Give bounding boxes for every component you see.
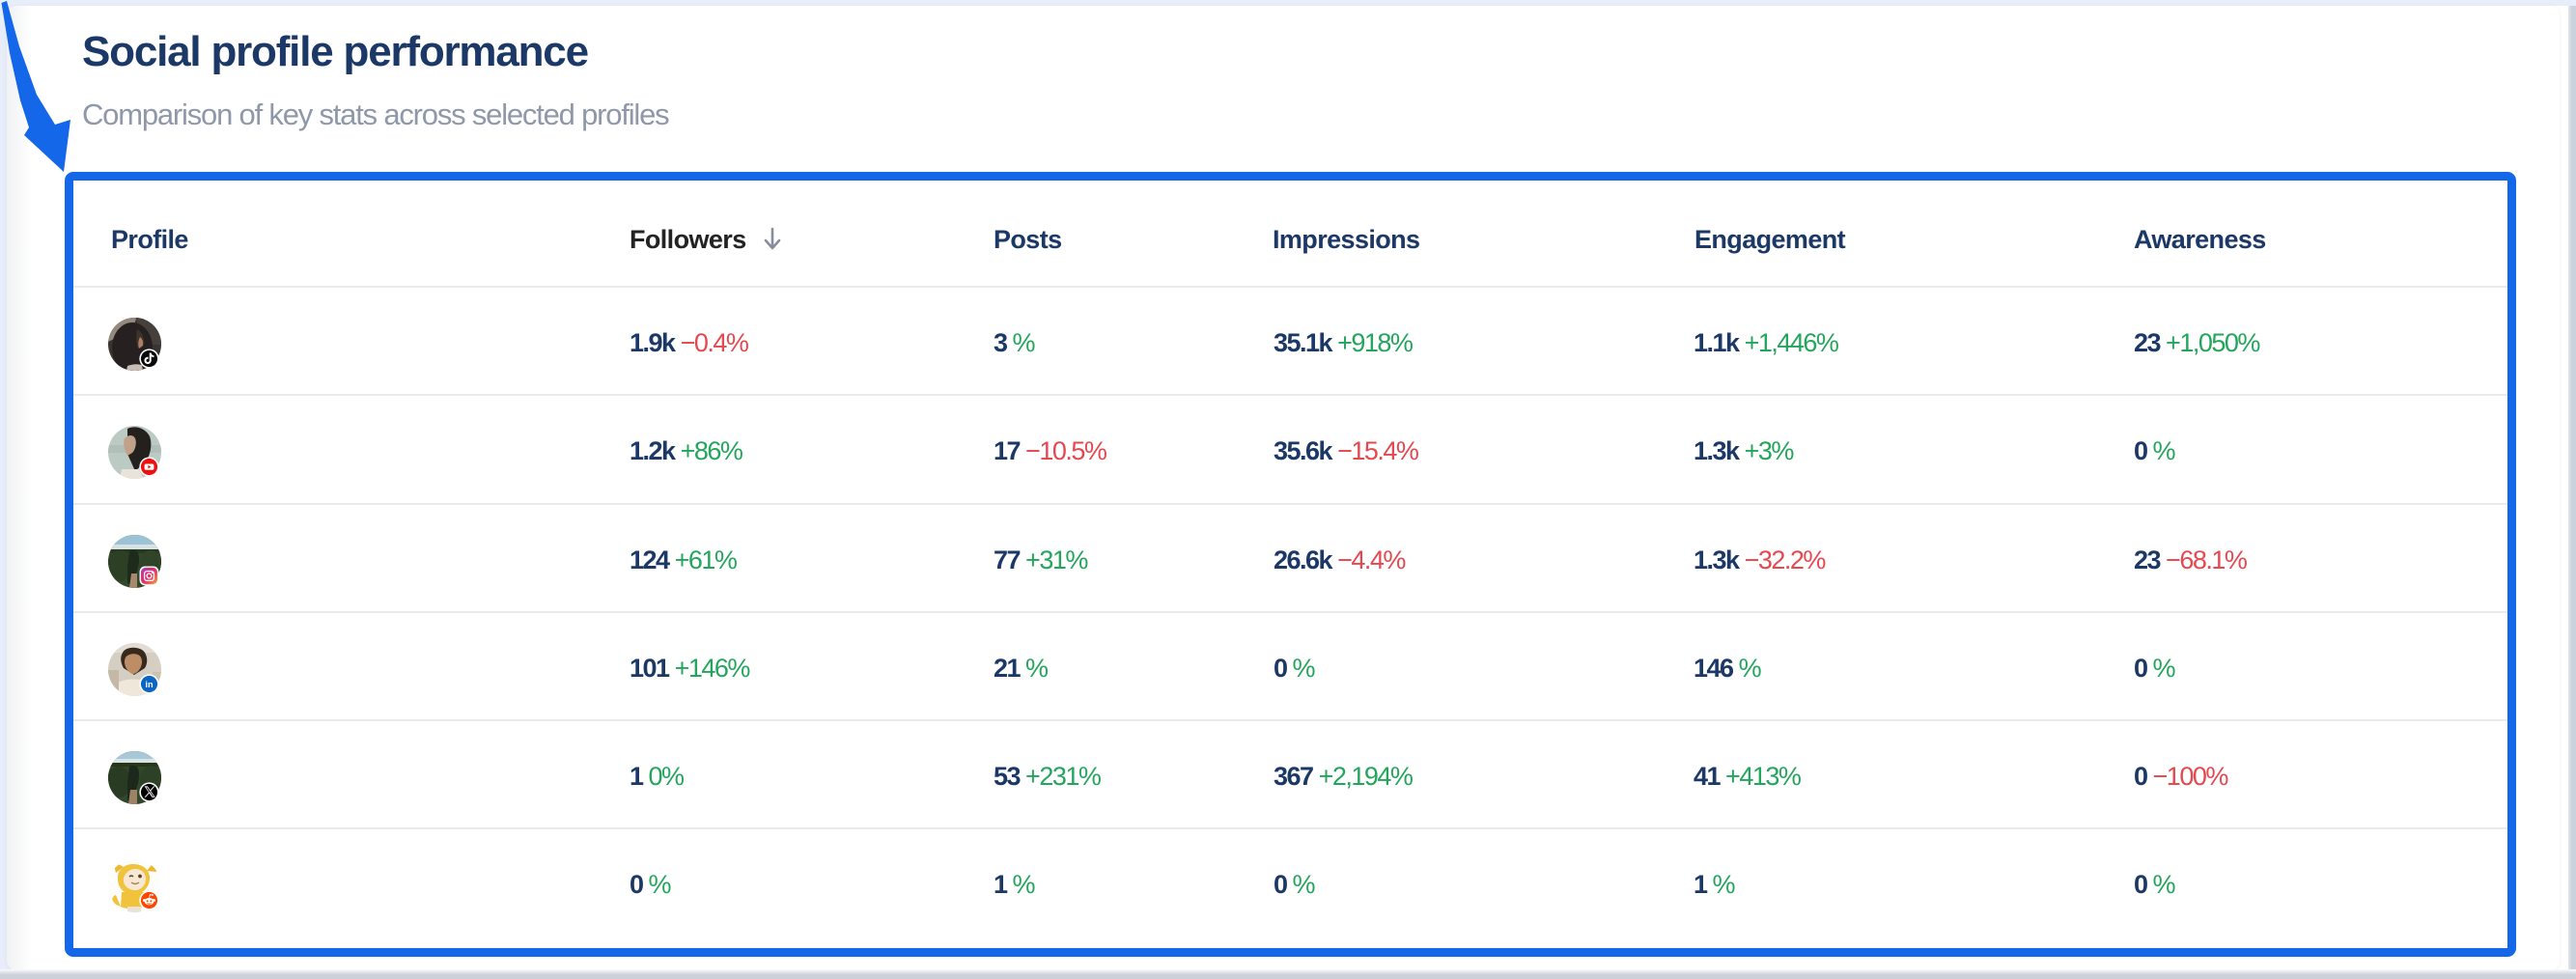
svg-text:in: in [145, 680, 154, 689]
